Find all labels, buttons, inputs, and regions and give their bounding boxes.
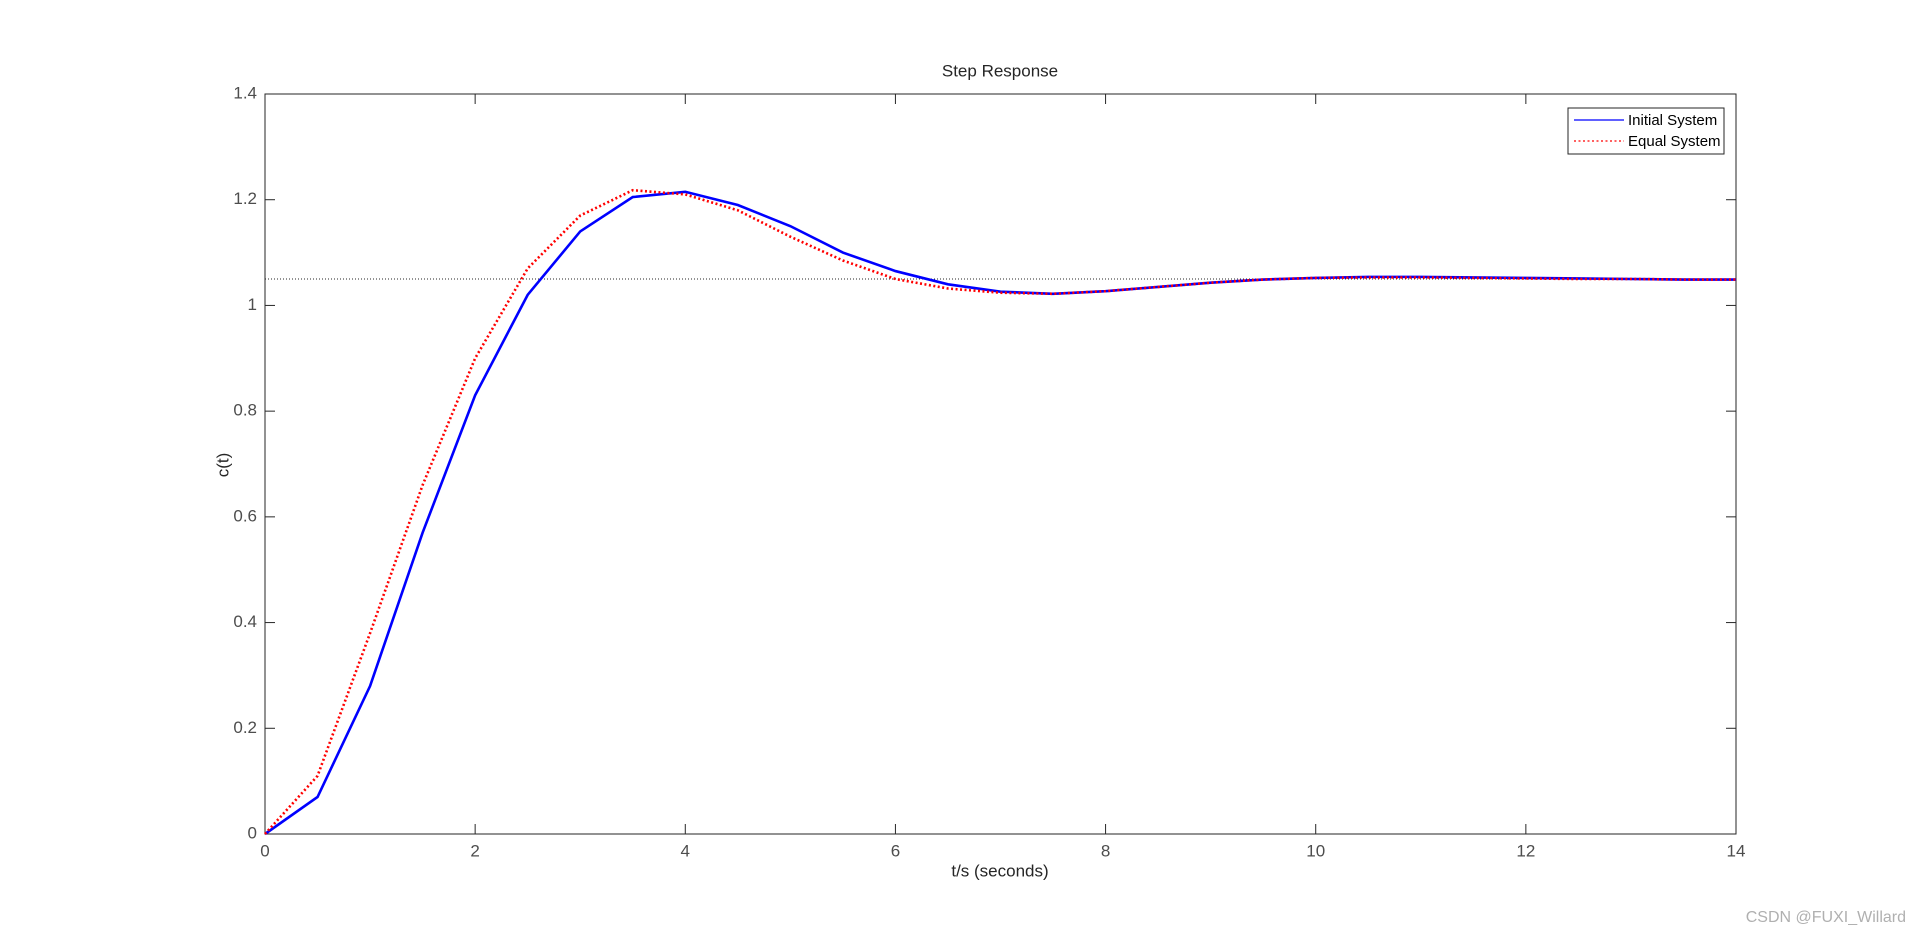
x-tick-label: 6 — [891, 841, 900, 860]
x-tick-label: 10 — [1306, 841, 1325, 860]
x-tick-label: 0 — [260, 841, 269, 860]
y-tick-label: 0.6 — [233, 506, 257, 525]
x-tick-label: 8 — [1101, 841, 1110, 860]
legend-label: Equal System — [1628, 133, 1721, 150]
x-tick-label: 14 — [1727, 841, 1746, 860]
x-axis-label: t/s (seconds) — [951, 861, 1048, 880]
x-tick-label: 4 — [681, 841, 690, 860]
line-series — [264, 188, 1736, 835]
x-tick-label: 12 — [1516, 841, 1535, 860]
y-tick-label: 0.8 — [233, 401, 257, 420]
legend-label: Initial System — [1628, 112, 1717, 129]
y-tick-label: 0.4 — [233, 612, 257, 631]
y-tick-label: 0 — [248, 823, 257, 842]
plot-area — [264, 93, 1737, 835]
y-axis-label: c(t) — [213, 453, 232, 478]
y-tick-label: 1 — [248, 295, 257, 314]
y-tick-label: 0.2 — [233, 718, 257, 737]
legend-box — [1567, 107, 1725, 155]
y-tick-label: 1.4 — [233, 83, 257, 102]
y-tick-label: 1.2 — [233, 189, 257, 208]
chart-title: Step Response — [942, 61, 1058, 80]
x-tick-label: 2 — [470, 841, 479, 860]
watermark: CSDN @FUXI_Willard — [1746, 909, 1906, 926]
